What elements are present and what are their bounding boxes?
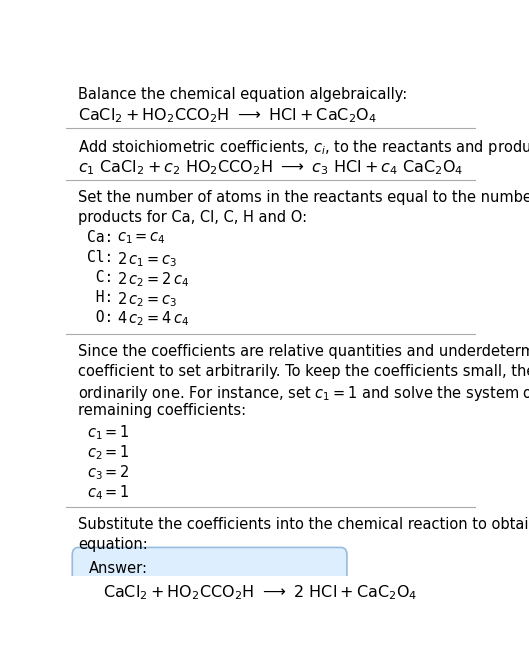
Text: $\mathregular{CaCl_2 + HO_2CCO_2H \ \longrightarrow \ HCl + CaC_2O_4}$: $\mathregular{CaCl_2 + HO_2CCO_2H \ \lon… [78, 107, 377, 126]
FancyBboxPatch shape [72, 547, 347, 628]
Text: remaining coefficients:: remaining coefficients: [78, 404, 247, 419]
Text: $2\,c_1 = c_3$: $2\,c_1 = c_3$ [117, 250, 178, 269]
Text: $c_2 = 1$: $c_2 = 1$ [87, 443, 130, 462]
Text: $c_1 = c_4$: $c_1 = c_4$ [117, 230, 166, 246]
Text: $c_1\ \mathregular{CaCl_2} + c_2\ \mathregular{HO_2CCO_2H \ \longrightarrow}\ c_: $c_1\ \mathregular{CaCl_2} + c_2\ \mathr… [78, 159, 464, 177]
Text: $2\,c_2 = c_3$: $2\,c_2 = c_3$ [117, 290, 178, 309]
Text: Add stoichiometric coefficients, $c_i$, to the reactants and products:: Add stoichiometric coefficients, $c_i$, … [78, 138, 529, 157]
Text: Substitute the coefficients into the chemical reaction to obtain the balanced: Substitute the coefficients into the che… [78, 517, 529, 532]
Text: C:: C: [87, 270, 122, 285]
Text: $c_1 = 1$: $c_1 = 1$ [87, 423, 130, 442]
Text: equation:: equation: [78, 537, 148, 552]
Text: ordinarily one. For instance, set $c_1 = 1$ and solve the system of equations fo: ordinarily one. For instance, set $c_1 =… [78, 384, 529, 402]
Text: coefficient to set arbitrarily. To keep the coefficients small, the arbitrary va: coefficient to set arbitrarily. To keep … [78, 364, 529, 378]
Text: O:: O: [87, 310, 122, 325]
Text: Balance the chemical equation algebraically:: Balance the chemical equation algebraica… [78, 87, 408, 102]
Text: products for Ca, Cl, C, H and O:: products for Ca, Cl, C, H and O: [78, 210, 307, 225]
Text: H:: H: [87, 290, 122, 305]
Text: $c_4 = 1$: $c_4 = 1$ [87, 483, 130, 502]
Text: Ca:: Ca: [87, 230, 122, 245]
Text: $4\,c_2 = 4\,c_4$: $4\,c_2 = 4\,c_4$ [117, 310, 189, 329]
Text: $\mathregular{CaCl_2 + HO_2CCO_2H \ \longrightarrow \ 2\ HCl + CaC_2O_4}$: $\mathregular{CaCl_2 + HO_2CCO_2H \ \lon… [103, 583, 417, 602]
Text: Since the coefficients are relative quantities and underdetermined, choose a: Since the coefficients are relative quan… [78, 344, 529, 358]
Text: Set the number of atoms in the reactants equal to the number of atoms in the: Set the number of atoms in the reactants… [78, 190, 529, 205]
Text: $c_3 = 2$: $c_3 = 2$ [87, 463, 130, 482]
Text: Answer:: Answer: [89, 561, 148, 576]
Text: $2\,c_2 = 2\,c_4$: $2\,c_2 = 2\,c_4$ [117, 270, 189, 289]
Text: Cl:: Cl: [87, 250, 122, 265]
